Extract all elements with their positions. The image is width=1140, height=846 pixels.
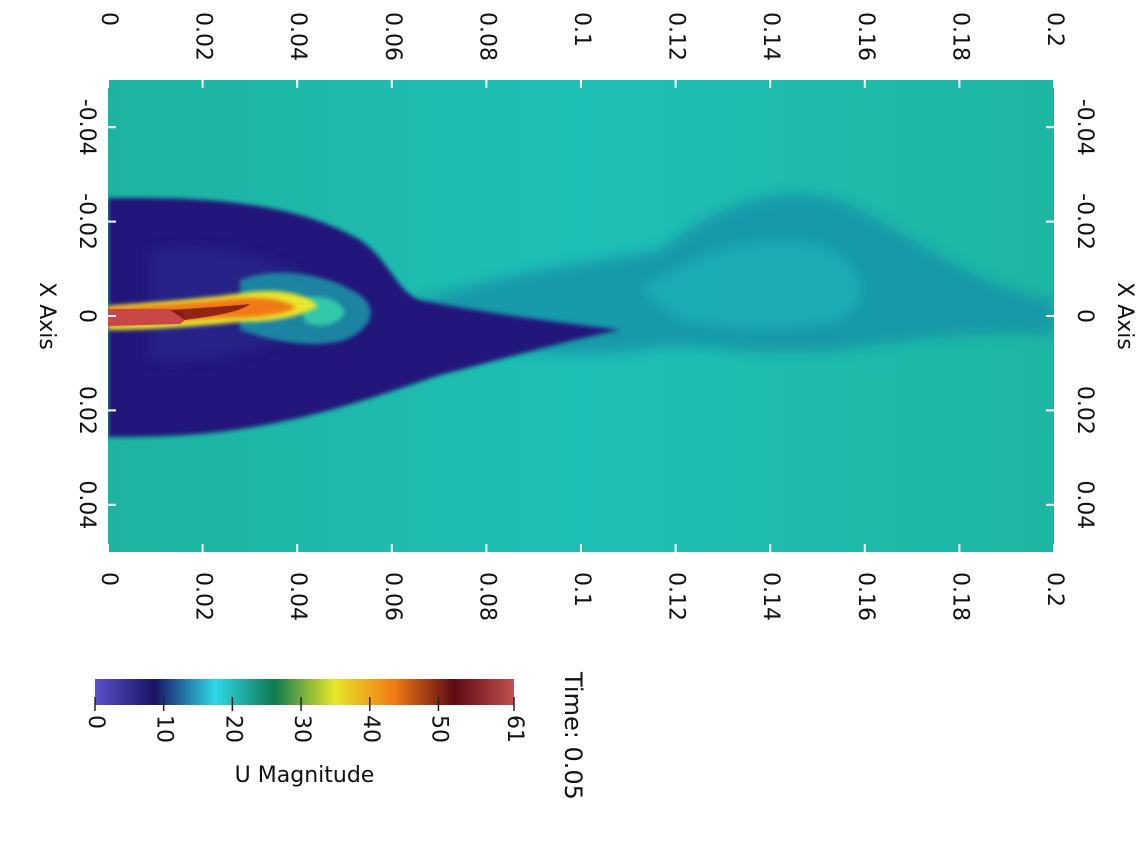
jet-stream-inner — [108, 309, 186, 326]
colorbar-tick-label: 20 — [220, 715, 245, 743]
colorbar-tick-label: 10 — [152, 715, 177, 743]
x-tick-label-bottom: 0.02 — [191, 572, 216, 621]
velocity-field — [108, 80, 1054, 552]
y-tick-label-left: 0.04 — [74, 480, 99, 529]
colorbar-tick-label: 40 — [358, 715, 383, 743]
jet-stream-dark — [170, 304, 250, 320]
x-tick-label-bottom: 0.14 — [758, 572, 783, 621]
x-tick-label-top: 0.14 — [758, 12, 783, 61]
x-tick-label-bottom: 0.08 — [474, 572, 499, 621]
wake-inner — [640, 240, 862, 330]
y-tick-label-right: 0 — [1072, 309, 1097, 323]
x-tick-label-top: 0.06 — [380, 12, 405, 61]
colorbar-title: U Magnitude — [235, 763, 375, 788]
x-tick-label-top: 0.1 — [569, 12, 594, 47]
x-tick-label-bottom: 0.2 — [1042, 572, 1067, 607]
x-tick-label-bottom: 0.1 — [569, 572, 594, 607]
colorbar-tick-label: 61 — [502, 715, 527, 743]
x-tick-label-top: 0.18 — [947, 12, 972, 61]
x-tick-label-top: 0.02 — [191, 12, 216, 61]
colorbar-gradient — [95, 679, 514, 705]
x-tick-label-bottom: 0.12 — [664, 572, 689, 621]
colorbar-tick-label: 0 — [83, 715, 108, 729]
x-tick-label-bottom: 0.04 — [285, 572, 310, 621]
y-tick-label-right: 0.02 — [1072, 386, 1097, 435]
colorbar-tick-label: 30 — [289, 715, 314, 743]
y-tick-label-right: -0.04 — [1072, 99, 1097, 156]
x-tick-label-top: 0.16 — [853, 12, 878, 61]
x-tick-label-bottom: 0.16 — [853, 572, 878, 621]
x-tick-label-top: 0 — [96, 12, 121, 26]
y-tick-label-left: -0.02 — [74, 193, 99, 250]
y-tick-label-right: -0.02 — [1072, 193, 1097, 250]
x-tick-label-top: 0.04 — [285, 12, 310, 61]
y-tick-label-left: -0.04 — [74, 99, 99, 156]
y-tick-label-left: 0 — [74, 309, 99, 323]
x-tick-label-bottom: 0.18 — [947, 572, 972, 621]
x-tick-label-bottom: 0.06 — [380, 572, 405, 621]
axis-title-right: X Axis — [1112, 282, 1137, 350]
x-tick-label-top: 0.2 — [1042, 12, 1067, 47]
colorbar-tick-label: 50 — [426, 715, 451, 743]
y-tick-label-right: 0.04 — [1072, 480, 1097, 529]
time-label: Time: 0.05 — [559, 671, 587, 800]
x-tick-label-bottom: 0 — [96, 572, 121, 586]
y-tick-label-left: 0.02 — [74, 386, 99, 435]
x-tick-label-top: 0.08 — [474, 12, 499, 61]
colorbar: 0 10 20 30 40 50 61 U Magnitude Time: 0.05 — [83, 671, 587, 800]
axes: 0 0 0.02 0.02 0.04 0.04 0.06 0.06 0.08 0.08 0.1 0.1… — [34, 12, 1137, 621]
axis-title-left: X Axis — [34, 282, 59, 350]
x-tick-label-top: 0.12 — [664, 12, 689, 61]
